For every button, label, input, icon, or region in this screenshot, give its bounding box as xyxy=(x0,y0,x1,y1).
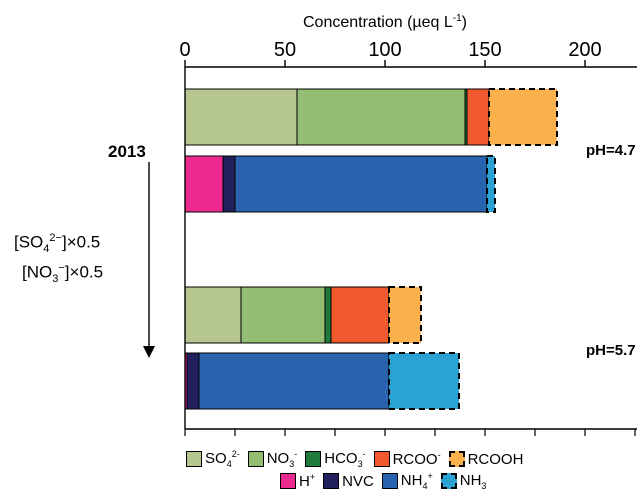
legend-swatch xyxy=(381,473,398,489)
no3-scenario-label: [NO3−]×0.5 xyxy=(22,262,104,286)
legend-item-so4: SO42- xyxy=(186,449,240,469)
group-label-2013: 2013 xyxy=(108,142,146,161)
bars xyxy=(184,88,558,410)
legend-label: NH4+ xyxy=(400,471,433,491)
legend-label: NH3 xyxy=(459,471,487,491)
bar-segment-no3 xyxy=(240,286,326,344)
legend-item-rcooh: RCOOH xyxy=(448,450,524,468)
legend-row-2: H+ NVC NH4+ NH3 xyxy=(280,470,637,492)
bar-segment-no3 xyxy=(296,88,466,146)
x-tick-label: 150 xyxy=(468,39,501,61)
bar-segment-so4 xyxy=(184,88,298,146)
bar-segment-rcoo xyxy=(330,286,390,344)
legend-label: H+ xyxy=(299,472,316,490)
legend-label: RCOOH xyxy=(467,450,524,468)
bar-segment-nh3 xyxy=(388,352,460,410)
legend-swatch xyxy=(186,451,202,467)
legend-item-no3: NO3- xyxy=(247,449,298,469)
bar-segment-nh3 xyxy=(486,155,496,213)
bar-segment-hco3 xyxy=(324,286,332,344)
legend-item-nh3: NH3 xyxy=(440,471,487,491)
legend-item-nh4: NH4+ xyxy=(381,471,433,491)
legend-label: NO3- xyxy=(266,449,298,469)
legend: SO42- NO3- HCO3- RCOO- RCOOH H+ NVC NH4+ NH3 xyxy=(186,448,637,492)
bar-segment-rcooh xyxy=(488,88,558,146)
legend-swatch xyxy=(448,451,465,467)
x-tick-label: 50 xyxy=(274,39,296,61)
legend-label: HCO3- xyxy=(324,449,366,469)
scenario-arrow-head xyxy=(143,346,155,358)
legend-row-1: SO42- NO3- HCO3- RCOO- RCOOH xyxy=(186,448,637,470)
legend-swatch xyxy=(440,473,457,489)
x-tick-label: 0 xyxy=(179,39,190,61)
x-tick-label: 100 xyxy=(368,39,401,61)
legend-swatch xyxy=(305,451,322,467)
bar-segment-nvc xyxy=(186,352,200,410)
x-axis-ticks: 0 50 100 150 200 xyxy=(179,39,602,67)
legend-item-h: H+ xyxy=(280,472,315,490)
bar-segment-h xyxy=(184,155,224,213)
bar-segment-so4 xyxy=(184,286,242,344)
ph-label-scenario: pH=5.7 xyxy=(586,342,636,359)
legend-item-rcoo: RCOO- xyxy=(373,450,441,468)
legend-swatch xyxy=(373,451,390,467)
ph-label-2013: pH=4.7 xyxy=(586,142,636,159)
bar-segment-rcoo xyxy=(466,88,490,146)
bar-segment-rcooh xyxy=(388,286,422,344)
legend-swatch xyxy=(323,473,340,489)
bar-segment-nh4 xyxy=(198,352,390,410)
bar-segment-nh4 xyxy=(234,155,488,213)
so4-scenario-label: [SO42−]×0.5 xyxy=(14,232,101,256)
legend-swatch xyxy=(247,451,264,467)
legend-item-hco3: HCO3- xyxy=(305,449,366,469)
legend-item-nvc: NVC xyxy=(323,473,374,490)
legend-label: NVC xyxy=(342,472,374,490)
bar-segment-nvc xyxy=(222,155,236,213)
legend-swatch xyxy=(280,473,296,489)
legend-label: RCOO- xyxy=(392,450,441,468)
x-axis-bottom-ticks xyxy=(184,429,636,436)
x-tick-label: 200 xyxy=(568,39,601,61)
x-axis-title: Concentration (µeq L-1) xyxy=(303,13,467,31)
legend-label: SO42- xyxy=(205,449,240,469)
